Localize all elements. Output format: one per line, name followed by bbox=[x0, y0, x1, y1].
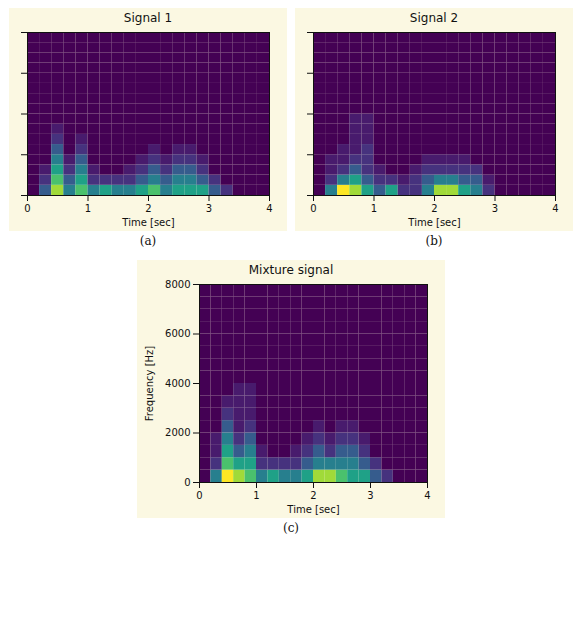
html-text:(c): (c) bbox=[283, 521, 299, 535]
svg-text:Time [sec]: Time [sec] bbox=[121, 217, 174, 228]
svg-text:4000: 4000 bbox=[165, 378, 190, 389]
svg-text:0: 0 bbox=[184, 477, 190, 488]
svg-text:3: 3 bbox=[206, 203, 212, 214]
svg-text:4: 4 bbox=[424, 490, 430, 501]
svg-text:0: 0 bbox=[24, 203, 30, 214]
svg-text:8000: 8000 bbox=[165, 279, 190, 290]
svg-text:2: 2 bbox=[310, 490, 316, 501]
html-text:Signal 2: Signal 2 bbox=[409, 11, 459, 25]
svg-text:1: 1 bbox=[85, 203, 91, 214]
svg-text:4: 4 bbox=[266, 203, 272, 214]
svg-text:0: 0 bbox=[310, 203, 316, 214]
svg-text:Frequency [Hz]: Frequency [Hz] bbox=[144, 346, 155, 422]
html-text:(a): (a) bbox=[139, 234, 157, 248]
svg-text:2: 2 bbox=[431, 203, 437, 214]
html-text:Signal 1: Signal 1 bbox=[123, 11, 173, 25]
svg-text:0: 0 bbox=[196, 490, 202, 501]
svg-text:3: 3 bbox=[492, 203, 498, 214]
svg-text:4: 4 bbox=[552, 203, 558, 214]
svg-text:Time [sec]: Time [sec] bbox=[286, 504, 339, 515]
svg-text:6000: 6000 bbox=[165, 328, 190, 339]
svg-text:2000: 2000 bbox=[165, 427, 190, 438]
svg-text:2: 2 bbox=[145, 203, 151, 214]
svg-text:Time [sec]: Time [sec] bbox=[407, 217, 460, 228]
html-text:(b): (b) bbox=[425, 234, 443, 248]
html-text:Mixture signal: Mixture signal bbox=[248, 263, 334, 277]
svg-text:1: 1 bbox=[371, 203, 377, 214]
svg-text:3: 3 bbox=[367, 490, 373, 501]
svg-text:1: 1 bbox=[253, 490, 259, 501]
